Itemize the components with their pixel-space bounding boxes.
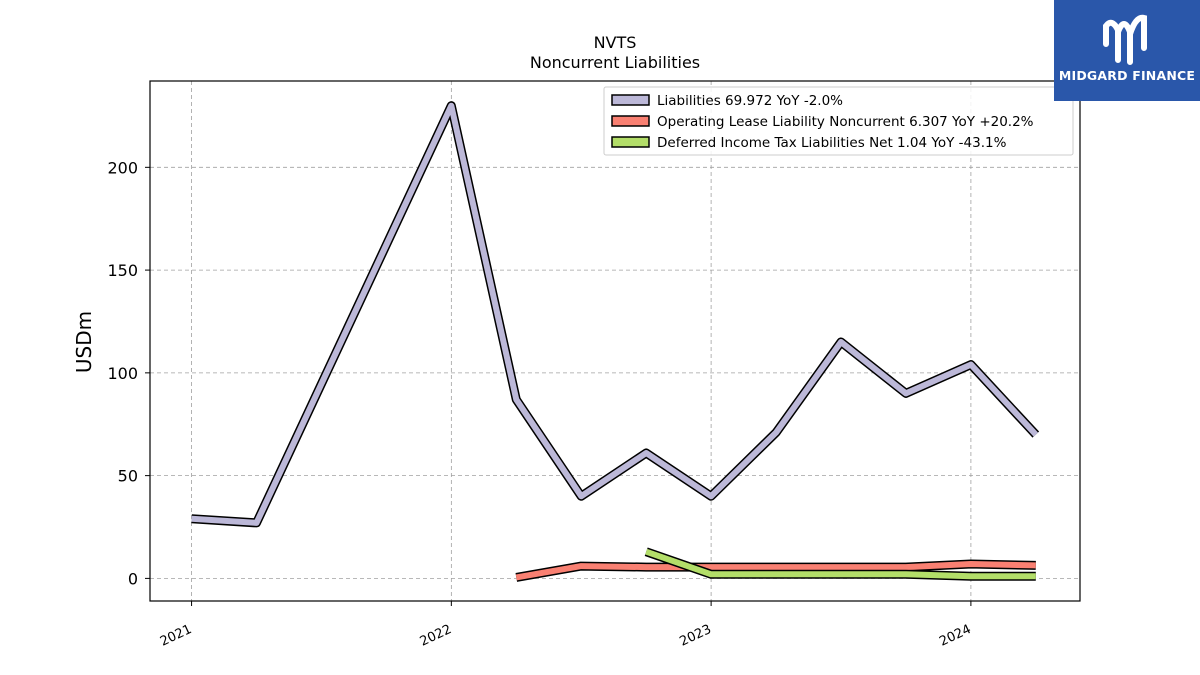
x-tick-label: 2022 bbox=[418, 622, 454, 650]
y-axis-label: USDm bbox=[72, 311, 96, 373]
y-tick-label: 150 bbox=[107, 261, 138, 280]
chart-title: NVTS bbox=[594, 33, 637, 52]
series-layer bbox=[191, 101, 1040, 582]
series-line-outline-0 bbox=[191, 101, 1040, 528]
x-tick-label: 2021 bbox=[158, 622, 194, 650]
legend-swatch-1 bbox=[611, 115, 650, 127]
y-tick-label: 50 bbox=[118, 467, 138, 486]
series-line-0 bbox=[191, 102, 1038, 526]
legend-label-1: Operating Lease Liability Noncurrent 6.3… bbox=[657, 114, 1034, 130]
chart-subtitle: Noncurrent Liabilities bbox=[530, 53, 700, 72]
y-tick-label: 0 bbox=[128, 569, 138, 588]
x-tick-label: 2024 bbox=[937, 622, 973, 650]
y-tick-label: 100 bbox=[107, 364, 138, 383]
legend-label-0: Liabilities 69.972 YoY -2.0% bbox=[657, 93, 843, 109]
midgard-finance-logo-icon bbox=[1103, 14, 1147, 65]
grid-lines bbox=[150, 81, 1080, 601]
plot-area-frame bbox=[149, 80, 1081, 602]
series-line-2 bbox=[645, 548, 1036, 580]
x-tick-label: 2023 bbox=[677, 622, 713, 650]
logo-text: MIDGARD FINANCE bbox=[1058, 68, 1196, 83]
legend-swatch-2 bbox=[611, 136, 650, 148]
legend-frame bbox=[603, 86, 1074, 156]
legend-swatch-0 bbox=[611, 94, 650, 106]
legend: Liabilities 69.972 YoY -2.0% Operating Le… bbox=[603, 86, 1074, 156]
midgard-finance-logo: MIDGARD FINANCE bbox=[1054, 0, 1200, 101]
legend-label-2: Deferred Income Tax Liabilities Net 1.04… bbox=[657, 135, 1007, 151]
y-tick-label: 200 bbox=[107, 158, 138, 177]
series-line-1 bbox=[515, 561, 1036, 581]
